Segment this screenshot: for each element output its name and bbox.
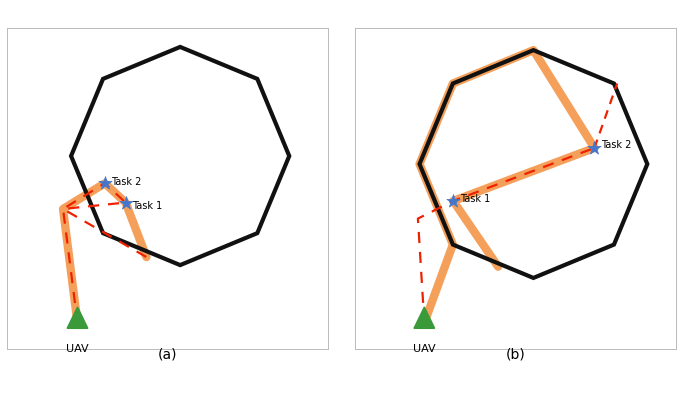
Text: UAV: UAV [66,344,89,354]
Polygon shape [67,307,88,328]
Text: Task 1: Task 1 [132,201,162,211]
Point [120,199,131,206]
Text: (b): (b) [506,347,526,362]
Text: Task 1: Task 1 [460,194,490,204]
Point [589,145,600,151]
Text: Task 2: Task 2 [601,141,631,150]
Text: Task 2: Task 2 [111,177,141,187]
Text: (a): (a) [157,347,177,362]
Point [448,198,459,204]
Point [99,180,110,187]
Polygon shape [414,307,435,328]
Text: UAV: UAV [413,344,435,354]
